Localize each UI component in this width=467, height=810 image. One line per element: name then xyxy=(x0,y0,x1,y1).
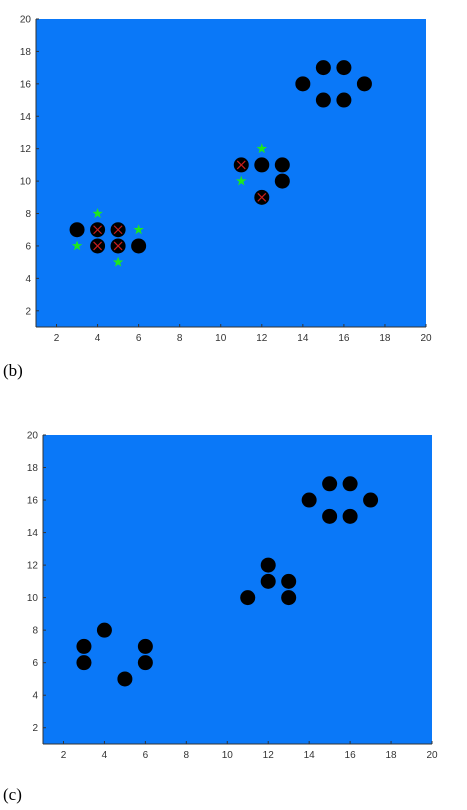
x-tick-label: 14 xyxy=(297,333,309,344)
plot-area xyxy=(36,19,426,327)
data-point-circle xyxy=(96,622,112,638)
data-point-circle xyxy=(356,76,372,92)
plot-area xyxy=(43,435,432,744)
data-point-x xyxy=(113,241,123,251)
data-point-circle xyxy=(336,60,352,76)
data-point-circle xyxy=(342,508,358,524)
data-point-circle xyxy=(322,476,338,492)
x-tick-label: 14 xyxy=(304,750,316,761)
y-tick-label: 10 xyxy=(20,177,32,188)
y-tick-label: 6 xyxy=(25,241,31,252)
data-point-circle xyxy=(274,173,290,189)
data-point-circle xyxy=(260,557,276,573)
data-point-star xyxy=(236,175,247,186)
y-tick-label: 12 xyxy=(20,144,32,155)
data-point-circle xyxy=(342,476,358,492)
data-point-circle xyxy=(76,638,92,654)
data-point-circle xyxy=(117,671,133,687)
data-point-x xyxy=(93,225,103,235)
y-tick-label: 8 xyxy=(32,626,38,637)
x-tick-label: 6 xyxy=(136,333,142,344)
x-tick-label: 4 xyxy=(95,333,101,344)
y-tick-label: 20 xyxy=(27,431,39,442)
y-tick-label: 6 xyxy=(32,658,38,669)
x-tick-label: 2 xyxy=(54,333,60,344)
y-tick-label: 2 xyxy=(25,306,31,317)
y-tick-label: 12 xyxy=(27,561,39,572)
x-tick-label: 6 xyxy=(143,750,149,761)
data-point-x xyxy=(113,225,123,235)
data-point-circle xyxy=(137,655,153,671)
data-point-circle xyxy=(240,590,256,606)
data-point-star xyxy=(133,224,144,235)
x-stroke xyxy=(113,225,123,235)
x-tick-label: 20 xyxy=(420,333,432,344)
x-stroke xyxy=(93,225,103,235)
data-point-star xyxy=(71,240,83,251)
x-tick-label: 4 xyxy=(102,750,108,761)
x-stroke xyxy=(236,160,246,170)
panel-label: (b) xyxy=(3,361,23,380)
x-tick-label: 16 xyxy=(338,333,350,344)
panel-label: (c) xyxy=(3,785,22,804)
x-tick-label: 20 xyxy=(426,750,438,761)
y-tick-label: 14 xyxy=(20,112,32,123)
y-tick-label: 8 xyxy=(25,209,31,220)
x-tick-label: 12 xyxy=(263,750,275,761)
y-tick-label: 4 xyxy=(32,691,38,702)
y-tick-label: 16 xyxy=(27,496,39,507)
x-stroke xyxy=(257,192,267,202)
x-tick-label: 8 xyxy=(184,750,190,761)
x-stroke xyxy=(113,241,123,251)
data-point-star xyxy=(256,143,268,154)
data-point-circle xyxy=(301,492,317,508)
y-tick-label: 16 xyxy=(20,79,32,90)
y-tick-label: 2 xyxy=(32,723,38,734)
x-tick-label: 18 xyxy=(385,750,397,761)
data-point-x xyxy=(93,241,103,251)
x-tick-label: 8 xyxy=(177,333,183,344)
data-point-circle xyxy=(69,222,85,238)
y-tick-label: 18 xyxy=(27,463,39,474)
data-point-x xyxy=(257,192,267,202)
data-point-circle xyxy=(281,573,297,589)
y-tick-label: 20 xyxy=(20,15,32,26)
data-point-x xyxy=(236,160,246,170)
y-tick-label: 18 xyxy=(20,47,32,58)
x-tick-label: 2 xyxy=(61,750,67,761)
data-point-circle xyxy=(260,573,276,589)
data-point-circle xyxy=(322,508,338,524)
y-tick-label: 4 xyxy=(25,274,31,285)
data-point-circle xyxy=(336,92,352,108)
x-tick-label: 10 xyxy=(222,750,234,761)
x-tick-label: 18 xyxy=(379,333,391,344)
data-point-star xyxy=(112,256,124,267)
data-point-circle xyxy=(315,60,331,76)
x-tick-label: 16 xyxy=(345,750,357,761)
chart-panel-c: 2 4 6 8 10 12 14 16 18 20 2 4 6 8 10 12 14 16 18 20 (c) xyxy=(3,431,438,805)
data-point-circle xyxy=(254,157,270,173)
data-point-circle xyxy=(76,655,92,671)
data-point-circle xyxy=(363,492,379,508)
x-tick-label: 10 xyxy=(215,333,227,344)
chart-panel-b: 2 4 6 8 10 12 14 16 18 20 2 4 6 8 10 12 14 16 18 20 (b) xyxy=(3,15,432,381)
data-point-circle xyxy=(131,238,147,254)
data-point-star xyxy=(92,208,103,218)
data-point-circle xyxy=(281,590,297,606)
x-stroke xyxy=(93,241,103,251)
data-point-circle xyxy=(137,638,153,654)
data-point-circle xyxy=(295,76,311,92)
y-tick-label: 10 xyxy=(27,593,39,604)
y-tick-label: 14 xyxy=(27,528,39,539)
data-point-circle xyxy=(274,157,290,173)
data-point-circle xyxy=(315,92,331,108)
x-tick-label: 12 xyxy=(256,333,268,344)
